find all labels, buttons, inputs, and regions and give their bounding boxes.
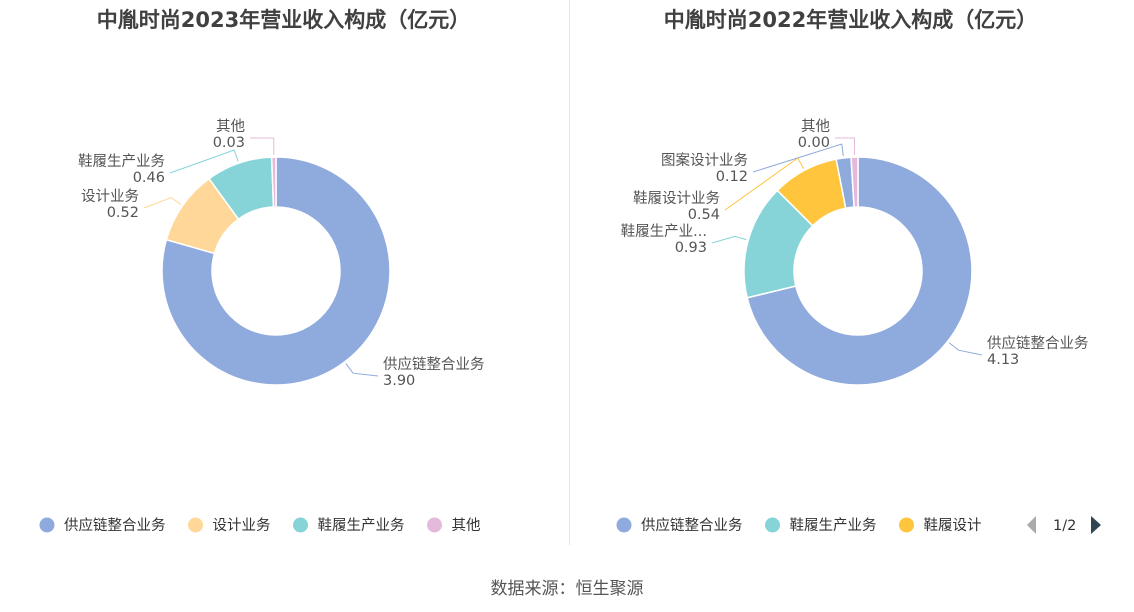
legend-page-indicator: 1/2: [1053, 518, 1076, 534]
legend-marker: [293, 517, 308, 533]
slice-label-name: 鞋履生产业务: [78, 153, 165, 170]
legend-item[interactable]: 其他: [427, 517, 481, 534]
slice-label-name: 鞋履设计业务: [633, 190, 720, 207]
legend-prev-icon[interactable]: [1027, 516, 1036, 534]
slice-label-value: 4.13: [987, 352, 1019, 368]
slice-label-value: 0.46: [133, 170, 165, 186]
slice-label-name: 其他: [216, 118, 245, 135]
leader-line: [752, 143, 844, 173]
pie-slice-2023-3[interactable]: [270, 156, 277, 208]
slice-label-name: 鞋履生产业...: [621, 223, 707, 240]
slice-label-name: 供应链整合业务: [987, 334, 1089, 352]
legend-label: 其他: [452, 517, 481, 534]
leader-line: [169, 149, 239, 174]
pie-slice-2022-0[interactable]: [746, 156, 973, 386]
legend-next-icon[interactable]: [1091, 516, 1101, 534]
legend-label: 鞋履生产业务: [790, 517, 877, 534]
legend-marker: [899, 517, 914, 533]
pie-slice-2022-4[interactable]: [850, 156, 859, 208]
legend-marker: [616, 517, 632, 533]
slice-label-name: 供应链整合业务: [383, 355, 485, 373]
leader-line: [250, 137, 275, 156]
slice-label-value: 0.12: [716, 169, 748, 185]
leader-line: [711, 235, 747, 244]
legend-marker: [39, 517, 55, 533]
donut-chart-2022: 供应链整合业务4.13鞋履生产业...0.93鞋履设计业务0.54图案设计业务0…: [616, 118, 1101, 534]
slice-label-value: 0.52: [107, 205, 139, 221]
legend-marker: [188, 517, 203, 533]
chart-panel-2023: 中胤时尚2023年营业收入构成（亿元） 供应链整合业务 3.90 设计业务 0.52 鞋…: [0, 0, 567, 545]
slice-label-value: 0.93: [675, 240, 707, 256]
leader-line: [948, 342, 983, 356]
slice-label-value: 3.90: [383, 373, 415, 389]
slice-label-value: 0.03: [213, 135, 245, 151]
legend-item[interactable]: 鞋履生产业务: [765, 517, 877, 534]
legend-item[interactable]: 鞋履设计: [899, 517, 982, 534]
chart-title-2022: 中胤时尚2022年营业收入构成（亿元）: [663, 8, 1038, 32]
slice-label-name: 设计业务: [81, 188, 139, 205]
slice-label-value: 0.00: [798, 135, 830, 151]
leader-line: [143, 197, 182, 209]
legend-label: 鞋履设计: [924, 517, 982, 534]
legend-label: 鞋履生产业务: [318, 517, 405, 534]
legend-marker: [765, 517, 780, 533]
legend-item[interactable]: 设计业务: [188, 517, 271, 534]
slice-label-value: 0.54: [688, 207, 720, 223]
slice-label-name: 其他: [801, 118, 830, 135]
data-source: 数据来源：恒生聚源: [490, 579, 644, 599]
legend-item[interactable]: 供应链整合业务: [39, 516, 166, 534]
donut-chart-2023: 供应链整合业务3.90设计业务0.52鞋履生产业务0.46其他0.03供应链整合…: [39, 118, 485, 534]
legend-label: 设计业务: [213, 517, 271, 534]
pie-slice-2023-0[interactable]: [161, 156, 391, 386]
chart-panel-2022: 中胤时尚2022年营业收入构成（亿元） 供应链整合业务 4.13 鞋履生产业... 0…: [567, 0, 1134, 545]
leader-line: [345, 363, 379, 377]
legend-item[interactable]: 供应链整合业务: [616, 516, 743, 534]
legend-label: 供应链整合业务: [641, 516, 743, 534]
legend-item[interactable]: 鞋履生产业务: [293, 517, 405, 534]
panel-divider: [569, 0, 570, 545]
chart-title-2023: 中胤时尚2023年营业收入构成（亿元）: [96, 8, 471, 32]
slice-label-name: 图案设计业务: [661, 151, 748, 169]
leader-line: [835, 137, 855, 156]
legend-label: 供应链整合业务: [64, 516, 166, 534]
legend-marker: [427, 517, 442, 533]
